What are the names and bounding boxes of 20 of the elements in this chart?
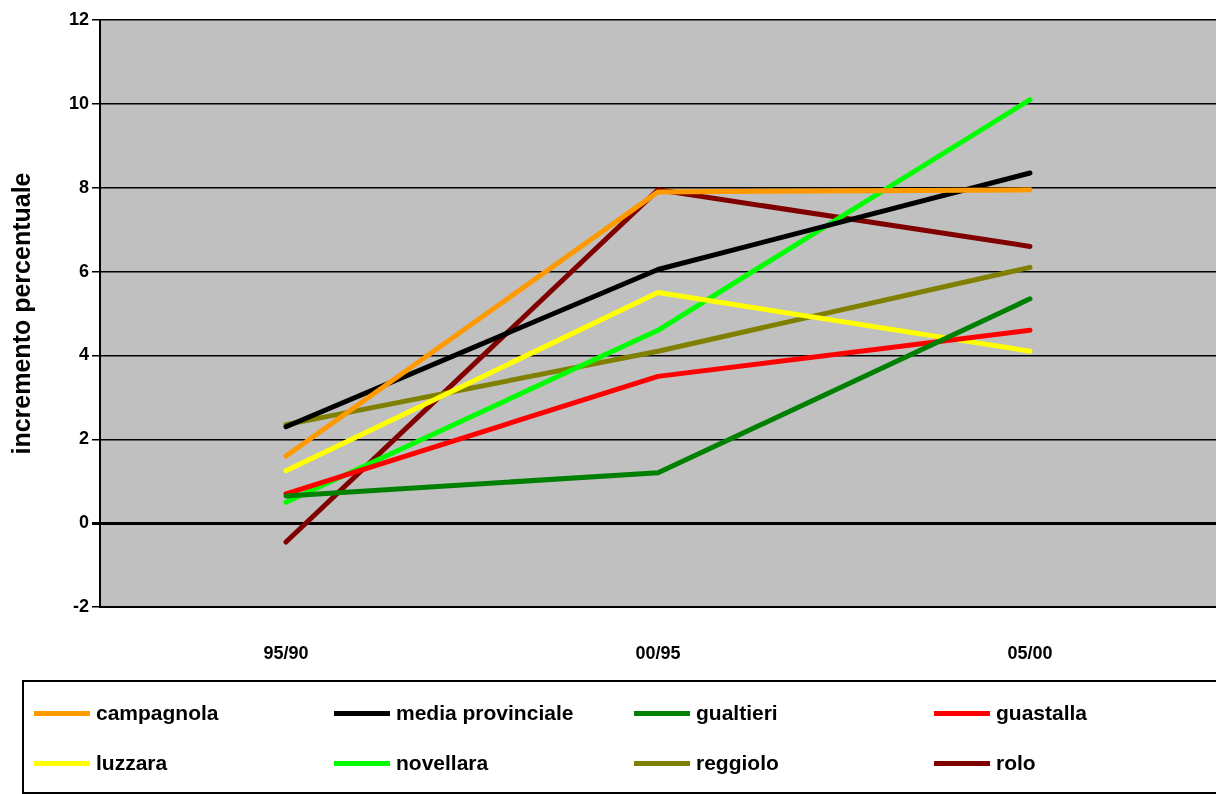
legend-label: rolo (996, 751, 1036, 775)
y-tick-label: 6 (78, 260, 89, 281)
x-tick-label: 05/00 (1007, 642, 1053, 663)
legend-label: novellara (396, 751, 489, 775)
legend-label: media provinciale (396, 701, 574, 725)
x-tick-label: 95/90 (263, 642, 309, 663)
y-tick-label: 4 (78, 344, 89, 365)
y-axis-title: incremento percentuale (6, 172, 35, 455)
y-tick-label: 0 (78, 512, 89, 533)
y-tick-label: 10 (68, 92, 89, 113)
legend-label: gualtieri (696, 701, 778, 725)
y-tick-label: -2 (72, 595, 89, 616)
y-tick-label: 2 (78, 428, 89, 449)
x-tick-label: 00/95 (635, 642, 681, 663)
legend-label: guastalla (996, 701, 1088, 725)
legend-label: reggiolo (696, 751, 779, 775)
legend-label: campagnola (96, 701, 219, 725)
y-tick-label: 8 (78, 176, 89, 197)
legend-label: luzzara (96, 751, 168, 775)
y-tick-label: 12 (68, 8, 89, 29)
